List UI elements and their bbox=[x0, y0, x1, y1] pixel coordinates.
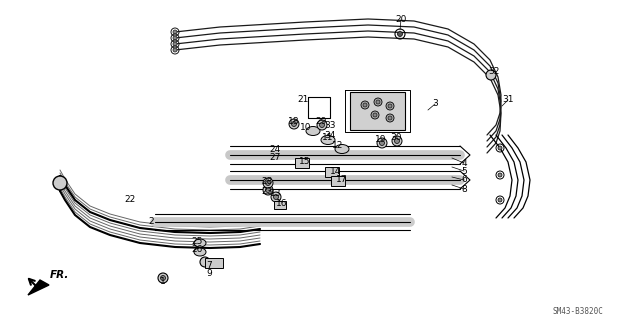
Circle shape bbox=[498, 173, 502, 177]
Circle shape bbox=[263, 178, 273, 188]
Circle shape bbox=[173, 36, 177, 40]
Circle shape bbox=[317, 120, 327, 130]
Text: 17: 17 bbox=[336, 175, 348, 184]
Text: 15: 15 bbox=[300, 158, 311, 167]
Circle shape bbox=[273, 195, 278, 199]
Circle shape bbox=[373, 113, 377, 117]
Circle shape bbox=[377, 138, 387, 148]
Circle shape bbox=[374, 98, 382, 106]
Circle shape bbox=[397, 32, 403, 36]
Circle shape bbox=[498, 146, 502, 150]
Text: 31: 31 bbox=[502, 95, 514, 105]
Circle shape bbox=[386, 114, 394, 122]
Text: 18: 18 bbox=[288, 116, 300, 125]
Ellipse shape bbox=[321, 136, 335, 145]
Text: 32: 32 bbox=[488, 68, 500, 77]
Text: FR.: FR. bbox=[50, 270, 69, 280]
Bar bbox=[325, 167, 339, 177]
Text: 10: 10 bbox=[300, 123, 312, 132]
Circle shape bbox=[173, 30, 177, 34]
Circle shape bbox=[263, 185, 273, 195]
Circle shape bbox=[53, 176, 67, 190]
Text: 27: 27 bbox=[269, 153, 281, 162]
Text: 14: 14 bbox=[330, 167, 342, 175]
Text: 2: 2 bbox=[148, 218, 154, 226]
Text: SM43-B3820C: SM43-B3820C bbox=[552, 307, 604, 315]
Circle shape bbox=[392, 136, 402, 146]
Text: 34: 34 bbox=[324, 131, 336, 140]
Circle shape bbox=[380, 140, 385, 145]
Circle shape bbox=[158, 273, 168, 283]
Text: 1: 1 bbox=[160, 277, 166, 286]
Circle shape bbox=[388, 104, 392, 108]
Circle shape bbox=[388, 116, 392, 120]
Circle shape bbox=[361, 101, 369, 109]
Text: 6: 6 bbox=[461, 175, 467, 184]
Bar bbox=[331, 176, 345, 186]
Text: 20: 20 bbox=[396, 16, 406, 25]
Text: 9: 9 bbox=[206, 269, 212, 278]
Text: 28: 28 bbox=[261, 177, 273, 187]
Ellipse shape bbox=[335, 145, 349, 153]
Ellipse shape bbox=[194, 239, 206, 247]
Polygon shape bbox=[28, 280, 49, 295]
Circle shape bbox=[486, 70, 496, 80]
Text: 11: 11 bbox=[323, 132, 333, 142]
Circle shape bbox=[498, 198, 502, 202]
Circle shape bbox=[161, 276, 166, 280]
Circle shape bbox=[386, 102, 394, 110]
Circle shape bbox=[173, 42, 177, 46]
Bar bbox=[274, 201, 286, 209]
Bar bbox=[295, 158, 309, 168]
Circle shape bbox=[289, 119, 299, 129]
Circle shape bbox=[371, 111, 379, 119]
Text: 23: 23 bbox=[261, 187, 273, 196]
Text: 29: 29 bbox=[316, 117, 326, 127]
Text: 21: 21 bbox=[298, 95, 308, 105]
Text: 4: 4 bbox=[461, 159, 467, 167]
Circle shape bbox=[271, 192, 281, 202]
Text: 33: 33 bbox=[324, 121, 336, 130]
Text: 22: 22 bbox=[124, 195, 136, 204]
Text: 25: 25 bbox=[191, 236, 203, 246]
Bar bbox=[350, 92, 405, 130]
Text: 3: 3 bbox=[432, 100, 438, 108]
Text: 16: 16 bbox=[276, 198, 288, 207]
Circle shape bbox=[200, 257, 210, 267]
Text: 5: 5 bbox=[461, 167, 467, 175]
Ellipse shape bbox=[194, 248, 206, 256]
Circle shape bbox=[266, 181, 271, 186]
Circle shape bbox=[291, 122, 296, 127]
Text: 7: 7 bbox=[206, 261, 212, 270]
Text: 8: 8 bbox=[461, 184, 467, 194]
Text: 26: 26 bbox=[191, 246, 203, 255]
Circle shape bbox=[394, 138, 399, 144]
Text: 12: 12 bbox=[332, 142, 344, 151]
Circle shape bbox=[319, 122, 324, 128]
Circle shape bbox=[376, 100, 380, 104]
Bar bbox=[205, 258, 223, 268]
Circle shape bbox=[266, 188, 271, 192]
Circle shape bbox=[363, 103, 367, 107]
Text: 30: 30 bbox=[390, 133, 402, 143]
Text: 13: 13 bbox=[270, 189, 282, 198]
Circle shape bbox=[173, 48, 177, 52]
Ellipse shape bbox=[306, 127, 320, 136]
Text: 24: 24 bbox=[269, 145, 280, 154]
Text: 19: 19 bbox=[375, 136, 387, 145]
